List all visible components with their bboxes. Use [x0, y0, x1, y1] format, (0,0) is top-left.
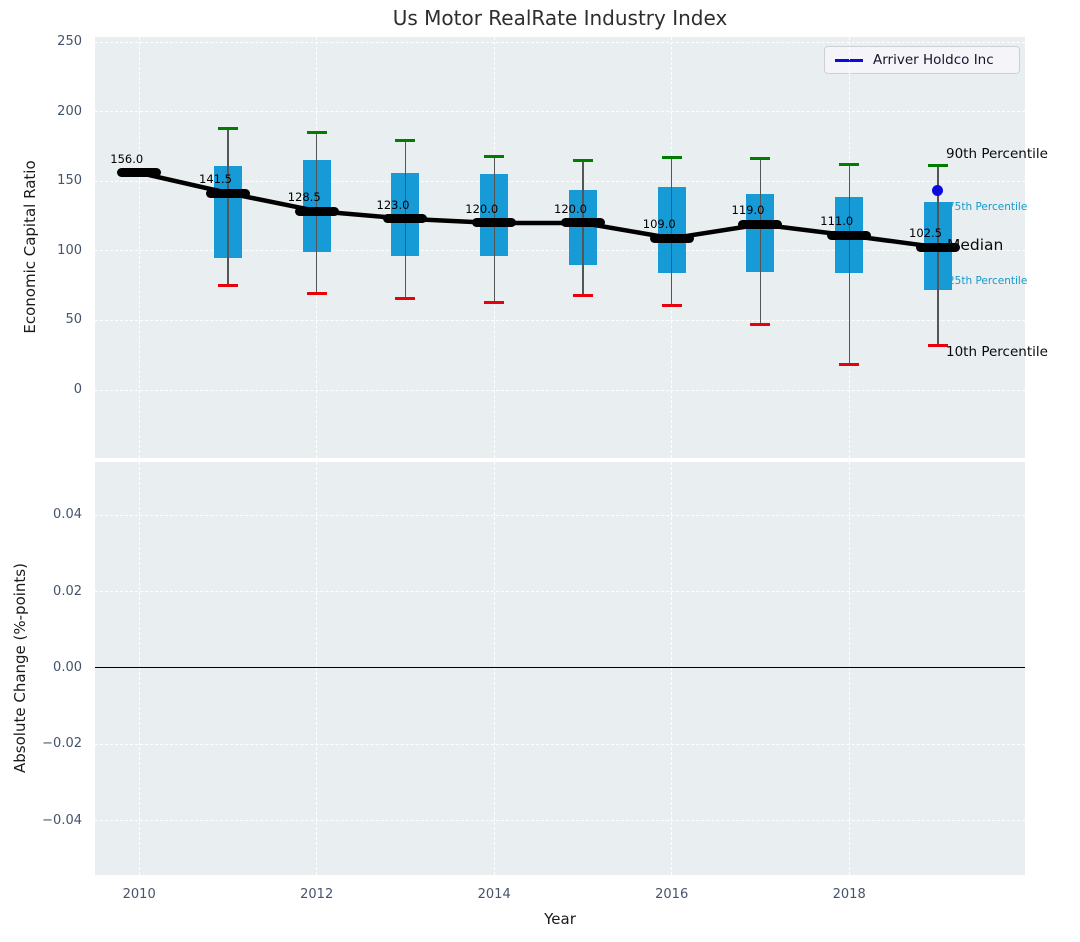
boxplot-10th-cap: [927, 343, 948, 347]
boxplot-90th-cap: [484, 154, 505, 158]
boxplot-10th-cap: [484, 300, 505, 304]
top-gridline-h: [95, 319, 1025, 321]
boxplot-90th-cap: [661, 156, 682, 160]
median-value-label: 111.0: [820, 214, 854, 229]
boxplot-median-marker: [472, 218, 517, 228]
median-value-label: 102.5: [909, 226, 942, 241]
x-tick-label: 2014: [477, 887, 511, 902]
bottom-y-tick-label: 0.04: [53, 507, 82, 523]
bottom-plot-area: [95, 462, 1025, 875]
top-y-tick-label: 0: [73, 382, 82, 397]
boxplot-10th-cap: [306, 292, 327, 296]
bottom-gridline-v: [138, 462, 140, 875]
bottom-gridline-v: [671, 462, 673, 875]
top-gridline-v: [138, 37, 140, 458]
boxplot-10th-cap: [839, 363, 860, 367]
top-y-tick-label: 100: [57, 242, 82, 258]
boxplot-90th-cap: [750, 157, 771, 161]
bottom-gridline-h: [95, 820, 1025, 822]
median-value-label: 128.5: [287, 190, 321, 205]
boxplot-10th-cap: [661, 303, 682, 307]
boxplot-whisker-line: [671, 157, 673, 306]
bottom-gridline-v: [493, 462, 495, 875]
top-y-tick-label: 50: [65, 312, 82, 328]
zero-change-line: [95, 667, 1025, 669]
boxplot-median-marker: [294, 206, 339, 216]
boxplot-median-marker: [827, 230, 872, 240]
boxplot-90th-cap: [306, 130, 327, 134]
boxplot-whisker-line: [848, 164, 850, 365]
top-y-tick-label: 200: [57, 103, 82, 119]
boxplot-10th-cap: [395, 296, 416, 300]
bottom-y-tick-label: −0.04: [42, 812, 82, 828]
boxplot-10th-cap: [217, 284, 238, 288]
bottom-gridline-v: [848, 462, 850, 875]
boxplot-median-marker: [915, 242, 960, 252]
median-value-label: 141.5: [199, 172, 232, 187]
annotation-75th-percentile: 75th Percentile: [948, 201, 1028, 213]
median-value-label: 119.0: [731, 203, 765, 218]
legend-entry-label: Arriver Holdco Inc: [873, 52, 994, 68]
boxplot-median-marker: [383, 214, 428, 224]
median-value-label: 120.0: [554, 201, 587, 216]
bottom-gridline-h: [95, 514, 1025, 516]
top-gridline-h: [95, 41, 1025, 43]
median-value-label: 109.0: [642, 217, 676, 232]
annotation-90th-percentile: 90th Percentile: [946, 146, 1048, 162]
median-value-label: 120.0: [465, 201, 499, 216]
median-value-label: 156.0: [110, 151, 144, 166]
legend: Arriver Holdco Inc: [824, 46, 1020, 74]
chart-title: Us Motor RealRate Industry Index: [392, 6, 728, 30]
boxplot-10th-cap: [750, 323, 771, 327]
x-tick-label: 2016: [655, 887, 689, 902]
bottom-y-tick-label: −0.02: [42, 736, 82, 752]
boxplot-90th-cap: [839, 162, 860, 166]
boxplot-median-marker: [738, 219, 783, 229]
x-tick-label: 2018: [832, 887, 866, 902]
top-y-tick-label: 150: [57, 173, 82, 189]
top-gridline-h: [95, 111, 1025, 113]
annotation-10th-percentile: 10th Percentile: [946, 344, 1048, 360]
bottom-gridline-v: [316, 462, 318, 875]
median-value-label: 123.0: [376, 197, 410, 212]
boxplot-10th-cap: [572, 293, 593, 297]
boxplot-90th-cap: [927, 164, 948, 168]
bottom-y-tick-label: 0.00: [53, 660, 82, 675]
boxplot-90th-cap: [395, 139, 416, 143]
highlight-company-dot: [932, 185, 944, 197]
top-y-tick-label: 250: [57, 34, 82, 49]
top-gridline-h: [95, 250, 1025, 252]
boxplot-median-marker: [117, 168, 162, 178]
boxplot-whisker-line: [493, 156, 495, 303]
x-tick-label: 2010: [122, 887, 156, 902]
bottom-y-tick-label: 0.02: [53, 583, 82, 599]
x-tick-label: 2012: [300, 887, 334, 902]
boxplot-whisker-line: [227, 128, 229, 286]
boxplot-90th-cap: [572, 158, 593, 162]
boxplot-whisker-line: [937, 165, 939, 346]
boxplot-median-marker: [649, 233, 694, 243]
bottom-gridline-h: [95, 743, 1025, 745]
bottom-gridline-h: [95, 591, 1025, 593]
annotation-25th-percentile: 25th Percentile: [948, 275, 1028, 287]
boxplot-whisker-line: [759, 158, 762, 325]
boxplot-median-marker: [205, 188, 250, 198]
boxplot-90th-cap: [217, 126, 238, 130]
boxplot-whisker-line: [582, 160, 584, 296]
boxplot-median-marker: [560, 218, 605, 228]
annotation-median: Median: [947, 236, 1004, 254]
top-gridline-h: [95, 389, 1025, 391]
x-axis-label: Year: [544, 910, 576, 928]
